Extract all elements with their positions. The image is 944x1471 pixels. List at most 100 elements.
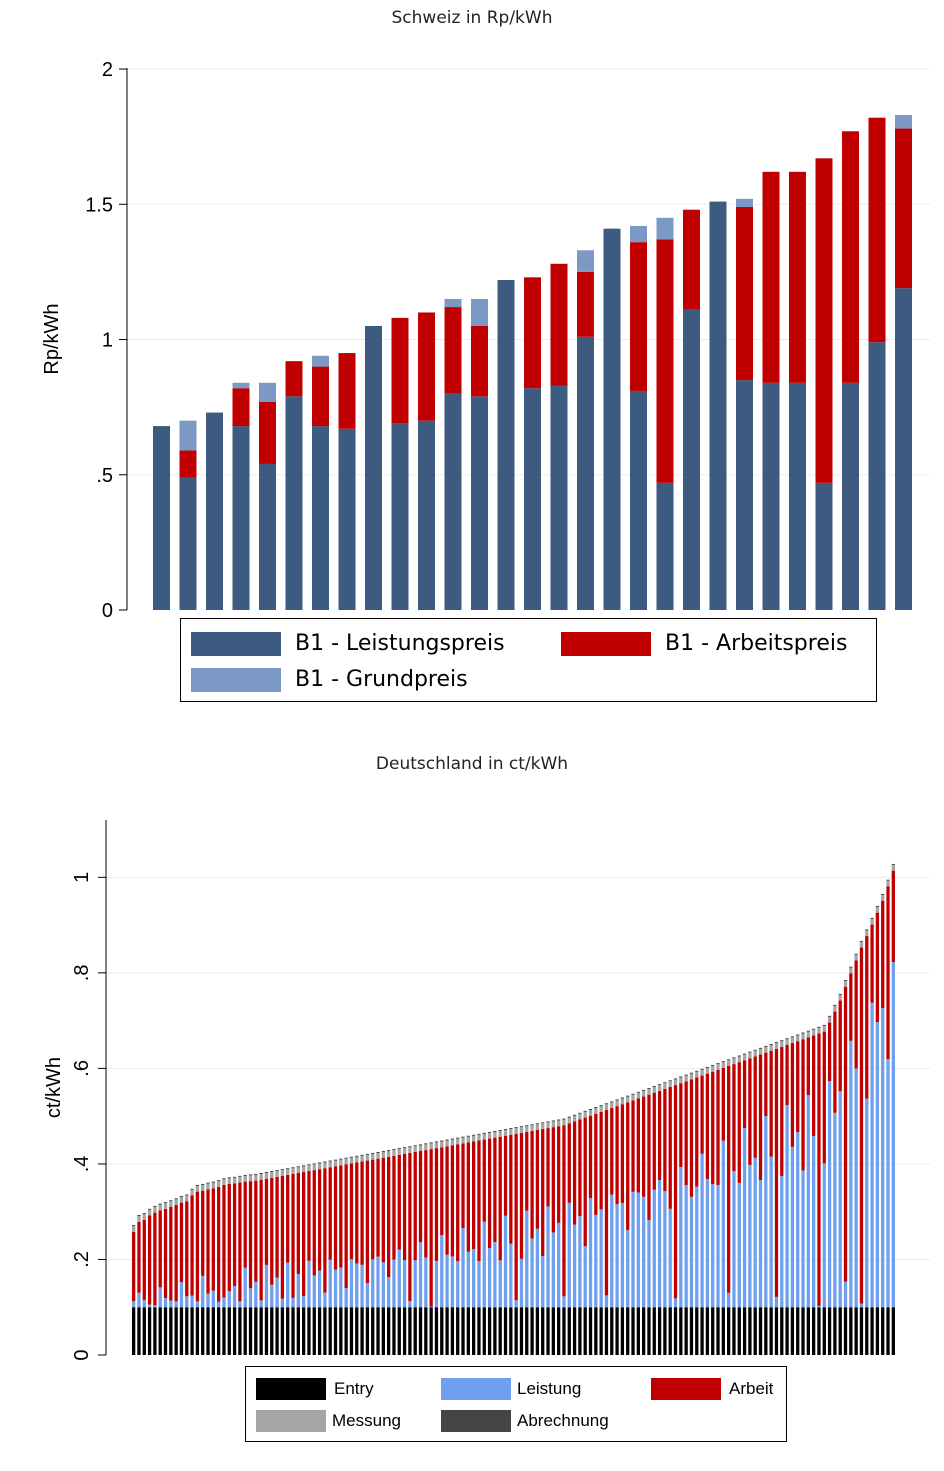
bar-segment bbox=[689, 1072, 694, 1074]
bar-segment bbox=[822, 1031, 826, 1164]
bar-segment bbox=[881, 1008, 885, 1308]
bar-segment bbox=[211, 1181, 215, 1183]
bar-segment bbox=[509, 1134, 513, 1244]
bar-segment bbox=[727, 1307, 731, 1355]
bar-segment bbox=[179, 420, 197, 451]
bar-segment bbox=[854, 1068, 858, 1308]
bar-segment bbox=[259, 401, 276, 464]
bar-segment bbox=[227, 1291, 231, 1308]
bar-segment bbox=[562, 1118, 566, 1120]
bar-segment bbox=[812, 1035, 816, 1136]
bar-segment bbox=[748, 1052, 752, 1059]
bar-segment bbox=[270, 1284, 274, 1308]
bar-segment bbox=[535, 1130, 540, 1229]
bar-segment bbox=[307, 1165, 311, 1172]
bar-segment bbox=[695, 1186, 699, 1308]
bar-segment bbox=[355, 1263, 359, 1308]
bar-segment bbox=[550, 385, 568, 610]
bar-segment bbox=[716, 1184, 720, 1308]
bar-segment bbox=[201, 1184, 205, 1191]
bar-segment bbox=[280, 1175, 285, 1299]
bar-segment bbox=[355, 1155, 359, 1157]
bar-segment bbox=[147, 1208, 152, 1210]
bar-segment bbox=[578, 1113, 582, 1120]
bar-segment bbox=[652, 1092, 656, 1190]
bar-segment bbox=[254, 1281, 258, 1308]
bar-segment bbox=[232, 382, 250, 389]
bar-segment bbox=[365, 1307, 370, 1355]
bar-segment bbox=[774, 1043, 779, 1049]
bar-segment bbox=[434, 1148, 439, 1261]
bar-segment bbox=[790, 1036, 795, 1038]
bar-segment bbox=[530, 1130, 534, 1239]
bar-segment bbox=[317, 1162, 322, 1164]
bar-segment bbox=[790, 1043, 795, 1147]
bar-segment bbox=[387, 1156, 391, 1278]
bar-segment bbox=[137, 1215, 141, 1216]
bar-segment bbox=[796, 1034, 800, 1036]
bar-segment bbox=[418, 312, 435, 421]
bar-segment bbox=[599, 1111, 603, 1210]
bar-segment bbox=[286, 1307, 290, 1355]
bar-segment bbox=[259, 463, 276, 610]
bar-segment bbox=[780, 1041, 784, 1047]
legend-item: Messung bbox=[256, 1410, 401, 1432]
bar-segment bbox=[456, 1307, 460, 1355]
bar-segment bbox=[881, 900, 885, 1009]
bar-segment bbox=[270, 1177, 274, 1285]
bar-segment bbox=[477, 1140, 481, 1262]
bar-segment bbox=[408, 1307, 412, 1355]
legend-item: Leistung bbox=[441, 1378, 581, 1400]
bar-segment bbox=[418, 1242, 423, 1308]
bar-segment bbox=[833, 1011, 837, 1113]
bar-segment bbox=[445, 1140, 449, 1147]
bar-segment bbox=[514, 1307, 518, 1355]
bar-segment bbox=[815, 482, 833, 610]
bar-segment bbox=[477, 1133, 481, 1135]
bar-segment bbox=[684, 1074, 688, 1076]
bar-segment bbox=[302, 1296, 306, 1308]
bar-segment bbox=[594, 1214, 598, 1308]
bar-segment bbox=[891, 870, 895, 963]
bar-segment bbox=[248, 1175, 253, 1182]
bar-segment bbox=[652, 1307, 656, 1355]
bar-segment bbox=[402, 1148, 407, 1154]
bar-segment bbox=[530, 1307, 534, 1355]
bar-segment bbox=[673, 1298, 678, 1308]
bar-segment bbox=[689, 1073, 694, 1080]
bar-segment bbox=[291, 1167, 295, 1169]
bar-segment bbox=[684, 1185, 688, 1308]
bar-segment bbox=[588, 1115, 593, 1199]
bar-segment bbox=[519, 1126, 524, 1128]
bar-segment bbox=[817, 1305, 821, 1308]
bar-segment bbox=[774, 1296, 779, 1308]
bar-segment bbox=[541, 1129, 545, 1257]
bar-segment bbox=[599, 1209, 603, 1308]
bar-segment bbox=[243, 1175, 247, 1182]
bar-segment bbox=[541, 1123, 545, 1130]
bar-segment bbox=[444, 393, 462, 610]
bar-segment bbox=[812, 1028, 816, 1030]
bar-segment bbox=[142, 1213, 146, 1215]
bar-segment bbox=[461, 1228, 465, 1308]
bar-segment bbox=[652, 1086, 656, 1088]
bar-segment bbox=[450, 1256, 455, 1308]
bar-segment bbox=[482, 1133, 486, 1140]
bar-segment bbox=[572, 1121, 577, 1225]
bar-segment bbox=[577, 250, 594, 272]
bar-segment bbox=[312, 366, 329, 427]
bar-segment bbox=[471, 298, 488, 326]
bar-segment bbox=[371, 1159, 375, 1260]
bar-segment bbox=[211, 1290, 215, 1308]
bar-segment bbox=[365, 326, 382, 610]
bar-segment bbox=[312, 355, 329, 367]
bar-segment bbox=[524, 277, 541, 389]
bar-segment bbox=[562, 1119, 566, 1126]
bar-segment bbox=[610, 1194, 614, 1308]
legend-label: Entry bbox=[334, 1379, 374, 1398]
bar-segment bbox=[679, 1083, 683, 1168]
bar-segment bbox=[381, 1307, 385, 1355]
legend-label: Messung bbox=[332, 1411, 401, 1430]
bar-segment bbox=[736, 206, 753, 381]
bar-segment bbox=[594, 1113, 598, 1215]
